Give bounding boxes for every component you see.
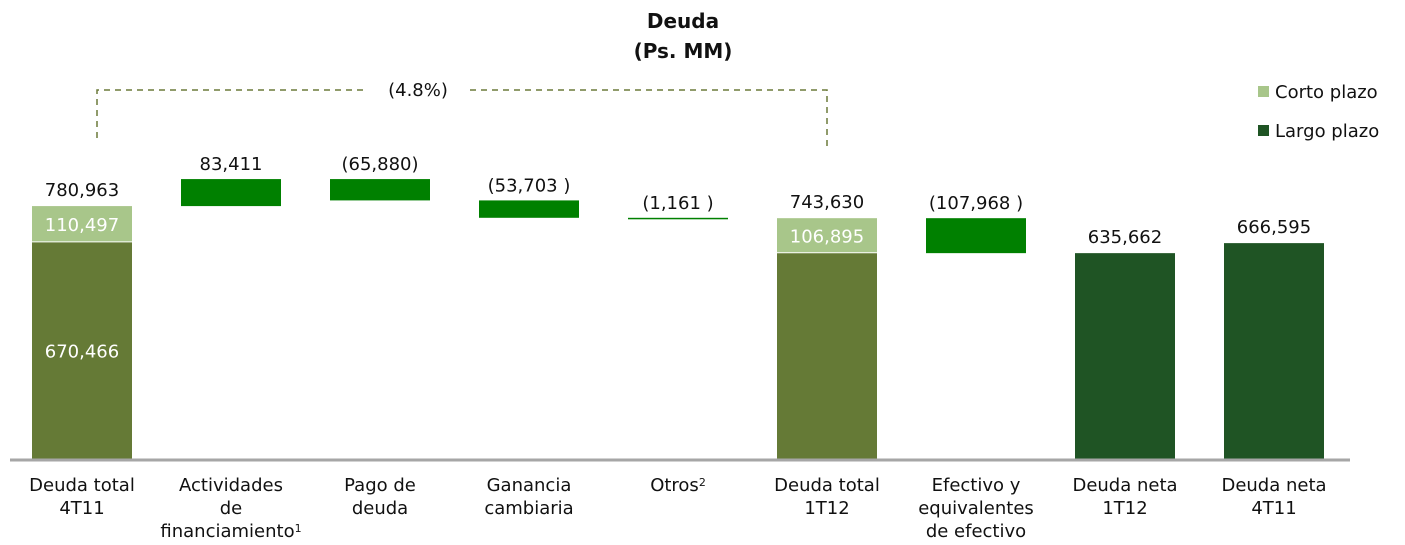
x-tick-label: Deuda total 1T12 [752, 474, 902, 520]
chart-subtitle: (Ps. MM) [634, 39, 733, 63]
x-tick-label: Efectivo y equivalentes de efectivo [901, 474, 1051, 543]
bar-segment [32, 206, 132, 242]
change-bar [330, 179, 430, 201]
bracket [96, 89, 828, 150]
category-text: Ganancia cambiaria [484, 475, 574, 519]
category-text: Deuda total 4T11 [29, 475, 135, 519]
legend-label: Largo plazo [1275, 121, 1379, 142]
x-tick-label: Ganancia cambiaria [454, 474, 604, 520]
category-text: Actividades de financiamiento [160, 475, 295, 542]
change-bar [628, 217, 728, 220]
bar-segment [777, 218, 877, 253]
bar-segment [32, 241, 132, 459]
bar-segment [1224, 243, 1324, 459]
x-tick-label: Pago de deuda [305, 474, 455, 520]
total-label: 635,662 [1088, 227, 1162, 248]
chart-title: Deuda [647, 9, 719, 33]
change-label: 83,411 [200, 154, 263, 175]
total-label: 666,595 [1237, 217, 1311, 238]
segment-label: 670,466 [45, 341, 119, 362]
change-label: (65,880) [341, 154, 418, 175]
legend-label: Corto plazo [1275, 82, 1378, 103]
change-label: (53,703 ) [488, 175, 571, 196]
legend-swatch [1258, 86, 1269, 97]
footnote-mark: 1 [294, 522, 302, 535]
annotation: (4.8%) [388, 80, 448, 101]
total-label: 743,630 [790, 192, 864, 213]
x-tick-label: Deuda total 4T11 [7, 474, 157, 520]
category-text: Deuda neta 4T11 [1221, 475, 1327, 519]
x-tick-label: Actividades de financiamiento1 [156, 474, 306, 543]
change-bar [479, 200, 579, 218]
category-text: Deuda total 1T12 [774, 475, 880, 519]
segment-label: 106,895 [790, 226, 864, 247]
x-tick-label: Deuda neta 1T12 [1050, 474, 1200, 520]
total-label: 780,963 [45, 180, 119, 201]
bar-segment [777, 252, 877, 459]
category-text: Deuda neta 1T12 [1072, 475, 1178, 519]
change-bar [926, 218, 1026, 254]
category-text: Pago de deuda [344, 475, 416, 519]
category-text: Efectivo y equivalentes de efectivo [918, 475, 1034, 542]
bar-segment [1075, 253, 1175, 459]
x-tick-label: Otros2 [603, 474, 753, 497]
change-label: (107,968 ) [929, 193, 1023, 214]
x-tick-label: Deuda neta 4T11 [1199, 474, 1349, 520]
footnote-mark: 2 [698, 476, 706, 489]
change-label: (1,161 ) [642, 193, 713, 214]
change-bar [181, 179, 281, 207]
segment-label: 110,497 [45, 215, 119, 236]
category-text: Otros [650, 475, 699, 496]
legend-swatch [1258, 125, 1269, 136]
